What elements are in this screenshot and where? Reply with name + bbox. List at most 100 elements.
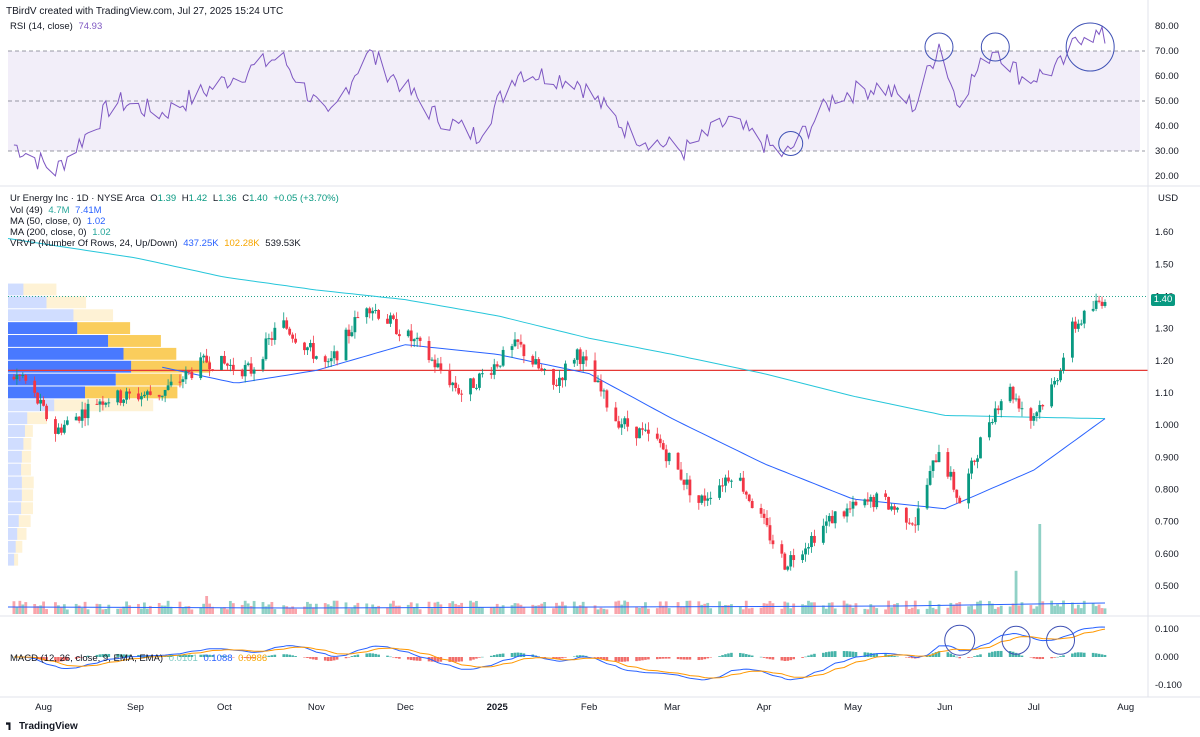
volume-bar [718,601,721,614]
volume-bar [430,608,434,614]
vrvp-up-bar [8,309,74,322]
macd-histogram-bar [1029,657,1033,658]
macd-histogram-bar [771,657,775,660]
volume-bar [1059,606,1062,614]
rsi-legend[interactable]: RSI (14, close) 74.93 [10,21,105,33]
price-legend[interactable]: Ur Energy Inc · 1D · NYSE Arca O1.39 H1.… [10,193,342,205]
volume-bar [688,600,692,614]
macd-histogram-bar [181,655,185,657]
vrvp-down-bar [77,322,131,335]
macd-histogram-bar [347,657,351,658]
volume-bar [1094,606,1098,614]
candle-body [599,380,603,392]
macd-histogram-bar [789,657,793,661]
candle-body [999,401,1003,411]
volume-bar [45,609,48,614]
candle-body [386,318,389,324]
candle-body [83,409,87,419]
macd-histogram-bar [934,652,938,657]
macd-histogram-bar [1100,654,1104,657]
volume-bar [1062,600,1065,614]
volume-bar [593,605,597,614]
macd-histogram-bar [970,657,973,658]
macd-histogram-bar [1077,652,1080,657]
candle-body [12,376,16,380]
macd-histogram-bar [315,657,318,660]
macd-histogram-bar [813,653,816,657]
volume-bar [641,606,644,614]
candle-body [647,429,650,434]
vrvp-legend[interactable]: VRVP (Number Of Rows, 24, Up/Down) 437.2… [10,238,304,250]
candle-body [1100,301,1104,306]
candle-body [1056,380,1059,382]
macd-histogram-bar [741,653,745,657]
candle-body [469,378,472,395]
ma200-legend[interactable]: MA (200, close, 0) 1.02 [10,227,114,239]
volume-bar [807,600,810,614]
vrvp-up-bar [8,360,132,373]
macd-histogram-bar [786,657,790,661]
volume-bar [979,600,982,614]
candle-body [973,460,976,462]
candle-body [1020,408,1024,410]
candle-body [430,359,434,361]
macd-histogram-bar [54,657,57,662]
candle-body [1053,380,1056,385]
candle-body [540,368,544,371]
macd-histogram-bar [730,652,733,657]
macd-histogram-bar [273,654,277,657]
volume-bar [323,603,327,614]
macd-histogram-bar [489,655,493,657]
ma200-label: MA (200, close, 0) [10,227,87,238]
macd-histogram-bar [202,654,205,657]
macd-histogram-bar [169,655,173,657]
price-axis-tick: 1.10 [1155,388,1174,399]
volume-bar [80,607,84,614]
candle-body [845,508,849,517]
candle-body [202,355,206,358]
ma50-legend[interactable]: MA (50, close, 0) 1.02 [10,216,108,228]
candle-body [638,428,641,439]
macd-histogram-bar [851,651,855,657]
macd-histogram-bar [418,657,422,661]
volume-bar [863,608,867,614]
macd-histogram-bar [122,654,125,657]
candle-body [813,535,816,543]
vrvp-up-bar [8,489,22,502]
symbol-title: Ur Energy Inc · 1D · NYSE Arca [10,193,145,204]
ma200-line [7,238,1106,420]
volume-legend[interactable]: Vol (49) 4.7M 7.41M [10,205,105,217]
h-value: 1.42 [188,193,208,204]
macd-histogram-bar [908,657,911,658]
candle-body [768,525,772,541]
volume-bar [145,608,149,614]
macd-histogram-bar [436,657,440,662]
candle-body [513,339,517,347]
candle-body [39,399,43,404]
candle-body [347,329,351,337]
volume-bar [1014,570,1018,614]
candle-body [392,315,395,319]
macd-histogram-bar [979,654,982,657]
macd-histogram-bar [893,655,896,657]
macd-histogram-bar [406,657,410,660]
candle-body [1073,321,1077,329]
macd-axis-tick: 0.000 [1155,652,1179,663]
candle-body [166,385,170,390]
x-axis-tick: Aug [35,702,52,713]
candle-body [323,356,327,362]
vrvp-down-bar [17,528,27,540]
candle-body [830,515,834,524]
footer-brand[interactable]: TradingView [6,721,78,732]
candle-body [1076,323,1080,329]
price-axis-tick: 0.900 [1155,452,1179,463]
volume-bar [377,605,381,614]
macd-legend[interactable]: MACD (12, 26, close, 9, EMA, EMA) 0.0101… [10,653,270,665]
macd-histogram-bar [845,651,849,657]
volume-bar [386,607,389,614]
candle-body [913,524,917,526]
volume-bar [534,605,538,614]
macd-histogram-bar [232,657,235,658]
candle-body [489,373,493,375]
macd-histogram-bar [270,655,274,657]
